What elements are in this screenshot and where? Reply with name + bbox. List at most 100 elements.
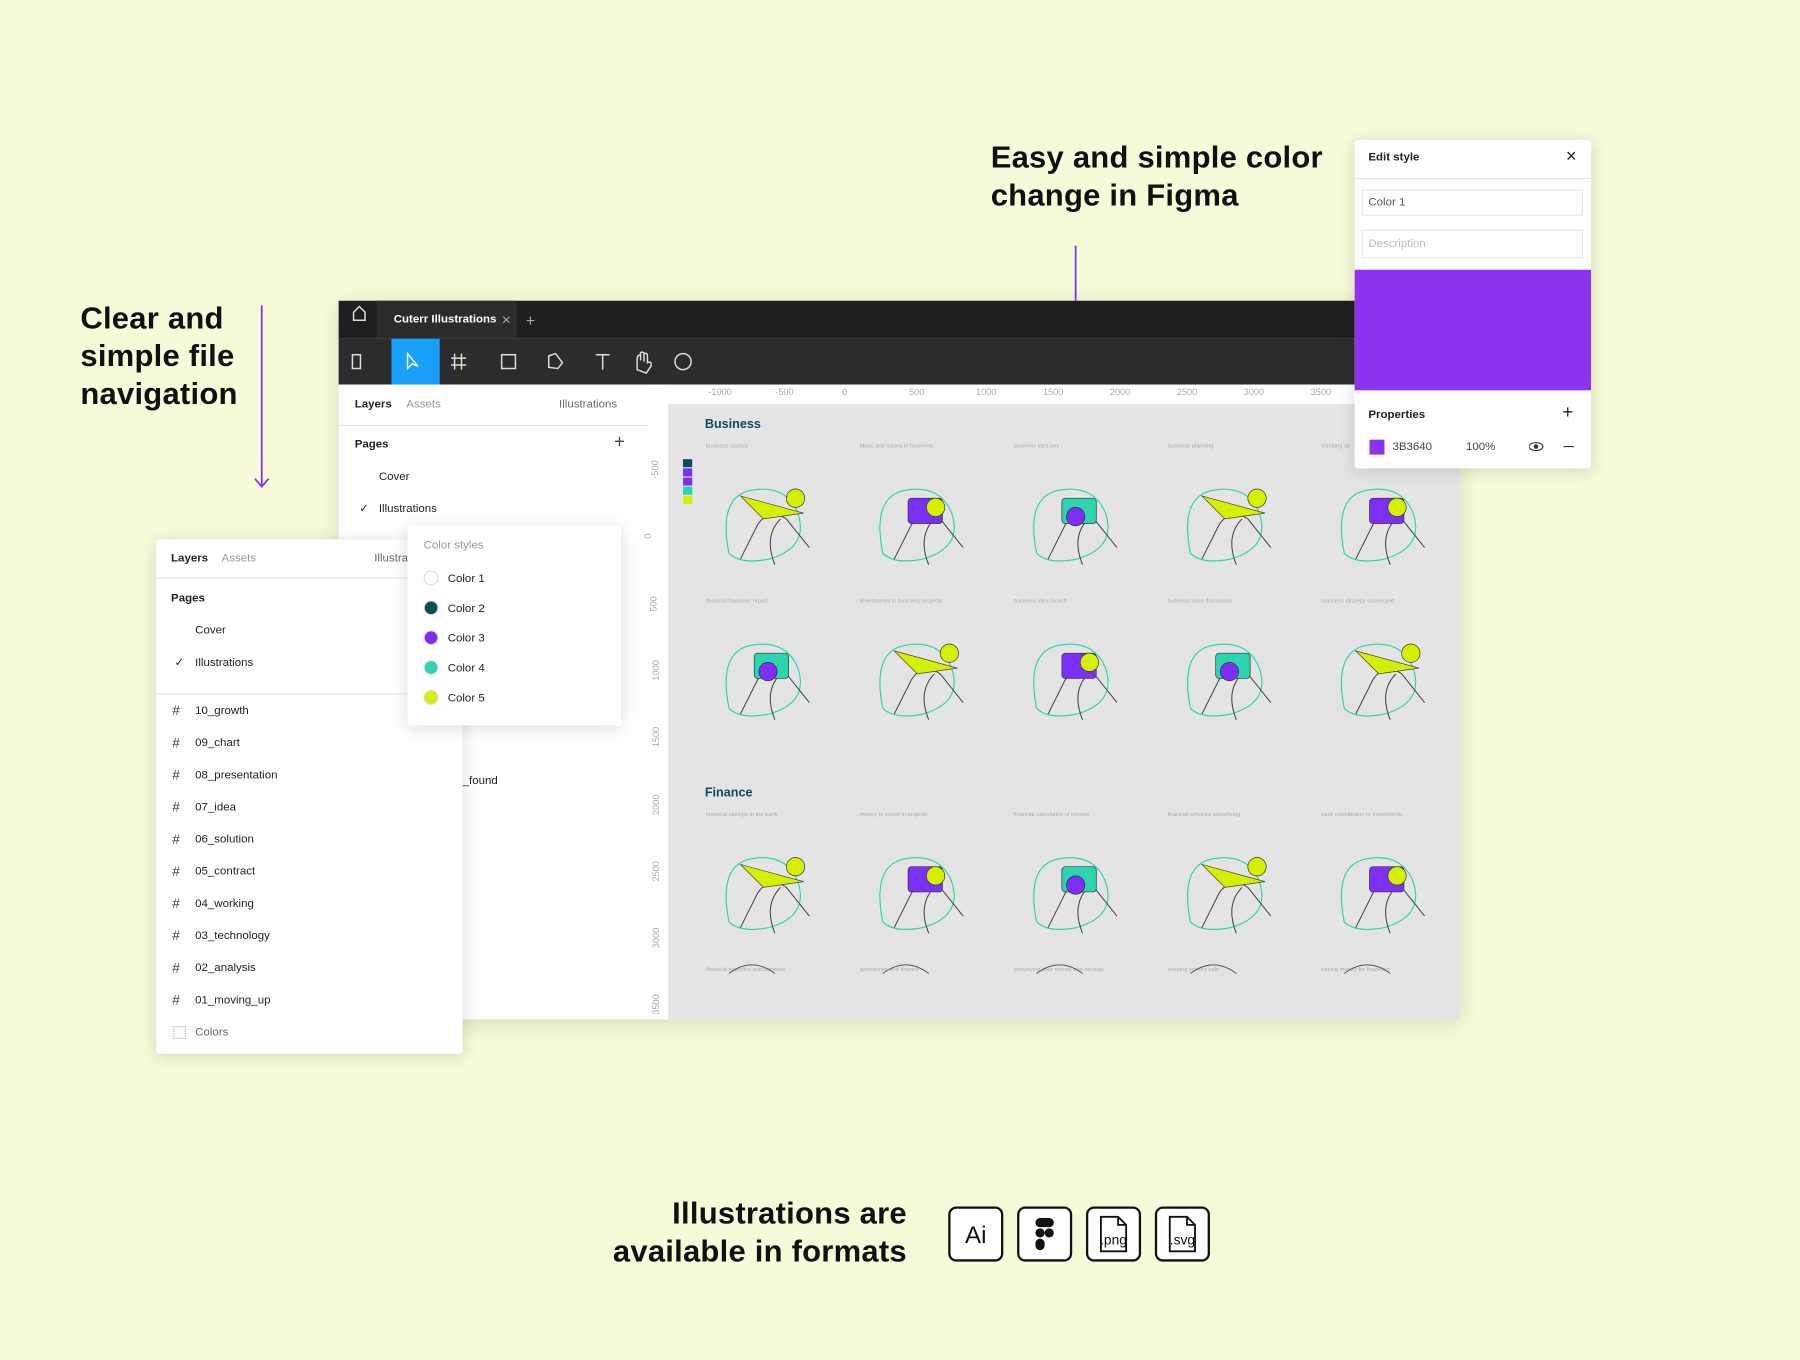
panel-tab[interactable]: Assets xyxy=(406,398,441,411)
ruler-label: 0 xyxy=(643,533,654,539)
panel-tab[interactable]: Layers xyxy=(354,398,392,411)
frame-layer[interactable]: 08_presentation xyxy=(195,769,278,782)
page[interactable]: Cover xyxy=(195,624,226,638)
ruler-label: 2500 xyxy=(1176,386,1198,398)
description-input[interactable] xyxy=(1361,229,1584,259)
frame-icon: # xyxy=(172,734,180,751)
ruler-label: 0 xyxy=(842,386,848,398)
divider xyxy=(338,424,649,426)
page-icon xyxy=(173,1026,186,1039)
frame-icon: # xyxy=(172,895,180,912)
color-chip xyxy=(683,459,693,468)
caption: financial services advertising xyxy=(1167,812,1240,818)
heading-line: Easy and simple color xyxy=(990,140,1323,175)
illustration-line xyxy=(1036,964,1083,974)
name-input[interactable] xyxy=(1361,189,1584,216)
ruler-x: -1000 -500 0 500 1000 1500 2000 2500 3000 3500 xyxy=(648,384,1461,405)
ruler-label: 1000 xyxy=(975,386,997,398)
ruler-label: 2000 xyxy=(650,793,662,815)
frame-layer[interactable]: 05_contract xyxy=(195,865,256,879)
color-style-name[interactable]: Color 1 xyxy=(447,572,485,586)
caption: business startup xyxy=(706,444,748,450)
ruler-label: 1000 xyxy=(650,660,662,681)
illustration-shape xyxy=(1200,495,1266,520)
properties-label: Properties xyxy=(1368,408,1426,422)
color-preview xyxy=(1354,269,1592,391)
caption: raising money for financing xyxy=(1321,967,1389,973)
color-style-name[interactable]: Color 5 xyxy=(447,692,485,705)
color-dot xyxy=(423,600,439,616)
ruler-y: -500 0 500 1000 1500 2000 2500 3000 3500 xyxy=(643,384,669,1020)
add-page[interactable]: + xyxy=(614,432,625,453)
file-icon xyxy=(1168,1215,1196,1253)
page[interactable]: Cover xyxy=(378,470,410,484)
frame-layer[interactable]: 07_idea xyxy=(195,801,237,814)
color-style-name[interactable]: Color 2 xyxy=(447,602,485,616)
divider xyxy=(1354,177,1592,180)
heading-line: change in Figma xyxy=(990,177,1239,213)
layer[interactable]: _found xyxy=(462,774,498,788)
illustration-line xyxy=(882,964,929,974)
frame-icon: # xyxy=(172,702,180,719)
illustration-line xyxy=(725,643,801,717)
frame-layer[interactable]: 03_technology xyxy=(195,929,270,943)
frame-layer[interactable]: 04_working xyxy=(195,897,254,911)
ruler-label: 1500 xyxy=(1042,386,1064,398)
figma-logo xyxy=(1035,1217,1054,1251)
illustration-shape xyxy=(1354,650,1419,675)
illustration-line xyxy=(728,964,776,974)
color-dot xyxy=(423,689,439,705)
illustration-shape xyxy=(1401,643,1421,663)
frame-layer[interactable]: 02_analysis xyxy=(195,961,256,975)
illustration-line xyxy=(879,857,955,931)
page-menu[interactable]: Illustrations xyxy=(559,398,618,411)
illustration-shape xyxy=(786,488,806,508)
ruler-label: 3500 xyxy=(1310,386,1332,398)
frame-layer[interactable]: 01_moving_up xyxy=(195,994,271,1007)
panel-tab[interactable]: Layers xyxy=(171,552,209,565)
close-button[interactable]: × xyxy=(1565,146,1577,167)
illustration-shape xyxy=(1219,662,1239,682)
caption: money to invest in projects xyxy=(860,812,928,818)
frame-icon: # xyxy=(172,863,180,880)
add-property[interactable]: + xyxy=(1562,402,1574,423)
frame-icon: # xyxy=(172,991,180,1008)
page-menu[interactable]: Illustra xyxy=(374,552,409,565)
move-tool[interactable] xyxy=(391,338,440,385)
divider xyxy=(156,693,463,695)
panel-tab[interactable]: Assets xyxy=(221,552,257,565)
panel-title: Edit style xyxy=(1368,151,1420,165)
illustration-shape xyxy=(1200,863,1266,888)
caption: financial calculation of income xyxy=(1014,812,1090,818)
caption: business case discussion xyxy=(1167,599,1232,605)
tab[interactable] xyxy=(376,300,517,339)
caption: ideas and issues in business xyxy=(860,444,933,450)
format-label: Ai xyxy=(965,1222,987,1249)
page[interactable]: Illustrations xyxy=(195,656,254,670)
format-svg: .svg xyxy=(1154,1206,1210,1262)
page[interactable]: Illustrations xyxy=(378,502,437,516)
frame-layer[interactable]: 09_chart xyxy=(195,736,240,750)
page: Colors xyxy=(195,1026,229,1039)
frame-layer[interactable]: 10_growth xyxy=(195,704,249,718)
check: ✓ xyxy=(174,656,185,670)
color-swatch[interactable] xyxy=(1369,439,1385,455)
color-style-name[interactable]: Color 3 xyxy=(447,632,485,646)
frame-icon: # xyxy=(172,927,180,944)
illustration-shape xyxy=(926,497,946,517)
hex-value[interactable]: 3B3640 xyxy=(1392,440,1433,454)
row-icons xyxy=(1529,441,1574,452)
heading-line: navigation xyxy=(80,376,238,411)
opacity-value[interactable]: 100% xyxy=(1465,440,1496,454)
svg-text:+: + xyxy=(526,312,535,330)
frame-layer[interactable]: 06_solution xyxy=(195,833,254,847)
illustration-shape xyxy=(1247,857,1267,877)
illustration-line xyxy=(879,488,955,562)
pages-label: Pages xyxy=(354,438,389,452)
caption: gemstones and finance xyxy=(860,967,919,973)
color-chip xyxy=(683,495,693,504)
format-label: .png xyxy=(1100,1231,1127,1248)
color-style-name[interactable]: Color 4 xyxy=(447,662,485,676)
toolbar-icons: × + xyxy=(351,305,692,374)
illustration-shape xyxy=(786,857,806,877)
